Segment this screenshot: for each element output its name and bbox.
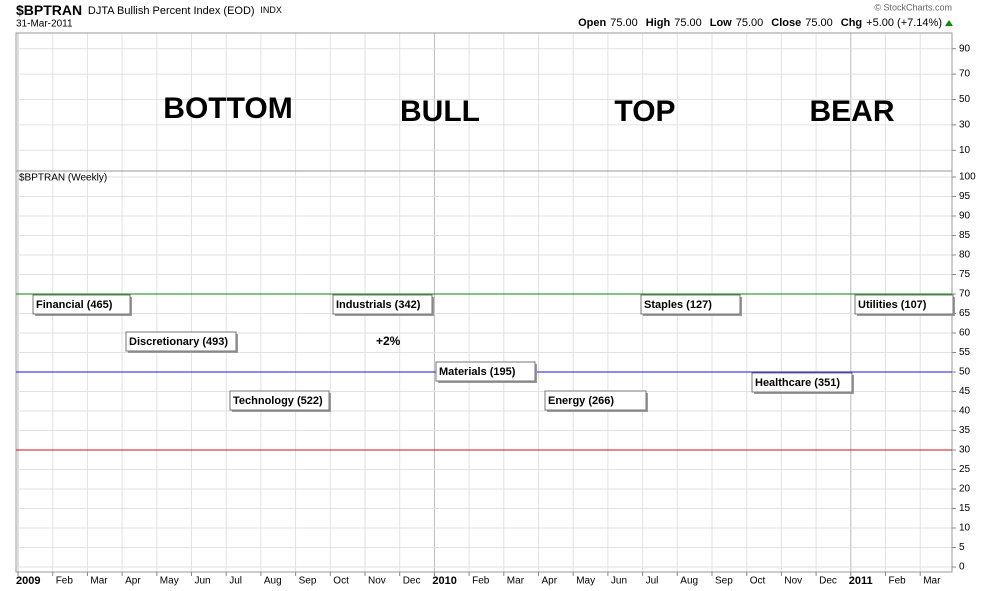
x-tick-label: Apr	[542, 576, 558, 587]
annotation-label: Healthcare (351)	[755, 377, 840, 389]
phase-label: BEAR	[809, 95, 894, 128]
annotation-box	[32, 294, 131, 315]
x-tick-label: May	[160, 576, 179, 587]
x-tick-label: Dec	[819, 576, 837, 587]
x-tick-label: Aug	[264, 576, 282, 587]
date: 31-Mar-2011	[16, 19, 73, 30]
y-tick-label: 100	[959, 172, 976, 183]
phase-label: TOP	[614, 95, 675, 128]
x-tick-label: Oct	[750, 576, 766, 587]
x-tick-label: Sep	[299, 576, 317, 587]
x-tick-label: Nov	[368, 576, 386, 587]
y-tick-label: 70	[959, 289, 971, 300]
annotation-label: Discretionary (493)	[129, 336, 228, 348]
quote-label: Chg	[841, 17, 862, 29]
annotation-label: Financial (465)	[36, 299, 113, 311]
y-tick-label: 60	[959, 328, 971, 339]
y-tick-label: 35	[959, 425, 971, 436]
x-tick-label: Sep	[715, 576, 733, 587]
x-tick-label: 2011	[849, 575, 873, 587]
x-tick-label: 2010	[432, 575, 456, 587]
up-indicator	[945, 20, 953, 26]
annotation-label: Technology (522)	[233, 395, 323, 407]
x-tick-label: Feb	[889, 576, 907, 587]
annotation-label: Industrials (342)	[336, 299, 421, 311]
x-tick-label: Jun	[195, 576, 211, 587]
y-tick-label: 10	[959, 523, 971, 534]
y-tick-label: 50	[959, 94, 971, 105]
y-tick-label: 15	[959, 503, 971, 514]
annotation-box	[125, 331, 237, 352]
phase-label: BULL	[400, 95, 480, 128]
note: +2%	[376, 334, 401, 348]
x-tick-label: Jul	[229, 576, 242, 587]
annotation-box	[229, 390, 330, 411]
credit: © StockCharts.com	[874, 2, 952, 12]
quote-value: 75.00	[610, 17, 638, 29]
x-tick-label: Mar	[507, 576, 525, 587]
header-title: $BPTRAN DJTA Bullish Percent Index (EOD)…	[16, 2, 282, 18]
y-tick-label: 0	[959, 562, 965, 573]
y-tick-label: 50	[959, 367, 971, 378]
x-tick-label: Dec	[403, 576, 421, 587]
annotation-box	[640, 294, 741, 315]
quote-value: 75.00	[805, 17, 833, 29]
panel	[16, 33, 952, 171]
y-tick-label: 40	[959, 406, 971, 417]
y-tick-label: 55	[959, 347, 971, 358]
index-name: DJTA Bullish Percent Index (EOD)	[88, 5, 255, 17]
y-tick-label: 20	[959, 484, 971, 495]
x-tick-label: Oct	[333, 576, 349, 587]
quote-label: Open	[578, 17, 606, 29]
x-tick-label: Nov	[784, 576, 802, 587]
annotation-box	[332, 294, 433, 315]
y-tick-label: 95	[959, 191, 971, 202]
y-tick-label: 10	[959, 145, 971, 156]
quote-label: Low	[710, 17, 732, 29]
quote-label: Close	[771, 17, 801, 29]
panel-title: $BPTRAN (Weekly)	[19, 173, 107, 184]
quote-value: 75.00	[674, 17, 702, 29]
exchange: INDX	[260, 5, 282, 15]
y-tick-label: 75	[959, 269, 971, 280]
annotation-box	[751, 372, 853, 393]
y-tick-label: 70	[959, 69, 971, 80]
x-tick-label: Apr	[125, 576, 141, 587]
x-tick-label: Jun	[611, 576, 627, 587]
annotation-box	[435, 361, 536, 382]
x-tick-label: Jul	[646, 576, 659, 587]
x-tick-label: Mar	[923, 576, 941, 587]
y-tick-label: 45	[959, 386, 971, 397]
x-tick-label: Feb	[56, 576, 74, 587]
quote-label: High	[646, 17, 671, 29]
annotation-box	[544, 390, 647, 411]
y-tick-label: 90	[959, 43, 971, 54]
x-tick-label: May	[576, 576, 595, 587]
y-tick-label: 80	[959, 250, 971, 261]
quote-value: +5.00 (+7.14%)	[866, 17, 942, 29]
y-tick-label: 85	[959, 230, 971, 241]
y-tick-label: 5	[959, 542, 965, 553]
quote-value: 75.00	[736, 17, 764, 29]
annotation-label: Staples (127)	[644, 299, 712, 311]
symbol: $BPTRAN	[16, 2, 82, 18]
annotation-box	[854, 294, 954, 315]
x-tick-label: Aug	[680, 576, 698, 587]
x-tick-label: Mar	[90, 576, 108, 587]
annotation-label: Utilities (107)	[858, 299, 927, 311]
quote: Open 75.00 High 75.00 Low 75.00 Close 75.00 Chg +…	[578, 17, 942, 29]
annotation-label: Materials (195)	[439, 366, 516, 378]
x-tick-label: 2009	[16, 575, 40, 587]
x-tick-label: Feb	[472, 576, 490, 587]
y-tick-label: 65	[959, 308, 971, 319]
phase-label: BOTTOM	[163, 92, 292, 125]
y-tick-label: 25	[959, 464, 971, 475]
annotation-label: Energy (266)	[548, 395, 614, 407]
y-tick-label: 30	[959, 120, 971, 131]
y-tick-label: 30	[959, 445, 971, 456]
y-tick-label: 90	[959, 211, 971, 222]
